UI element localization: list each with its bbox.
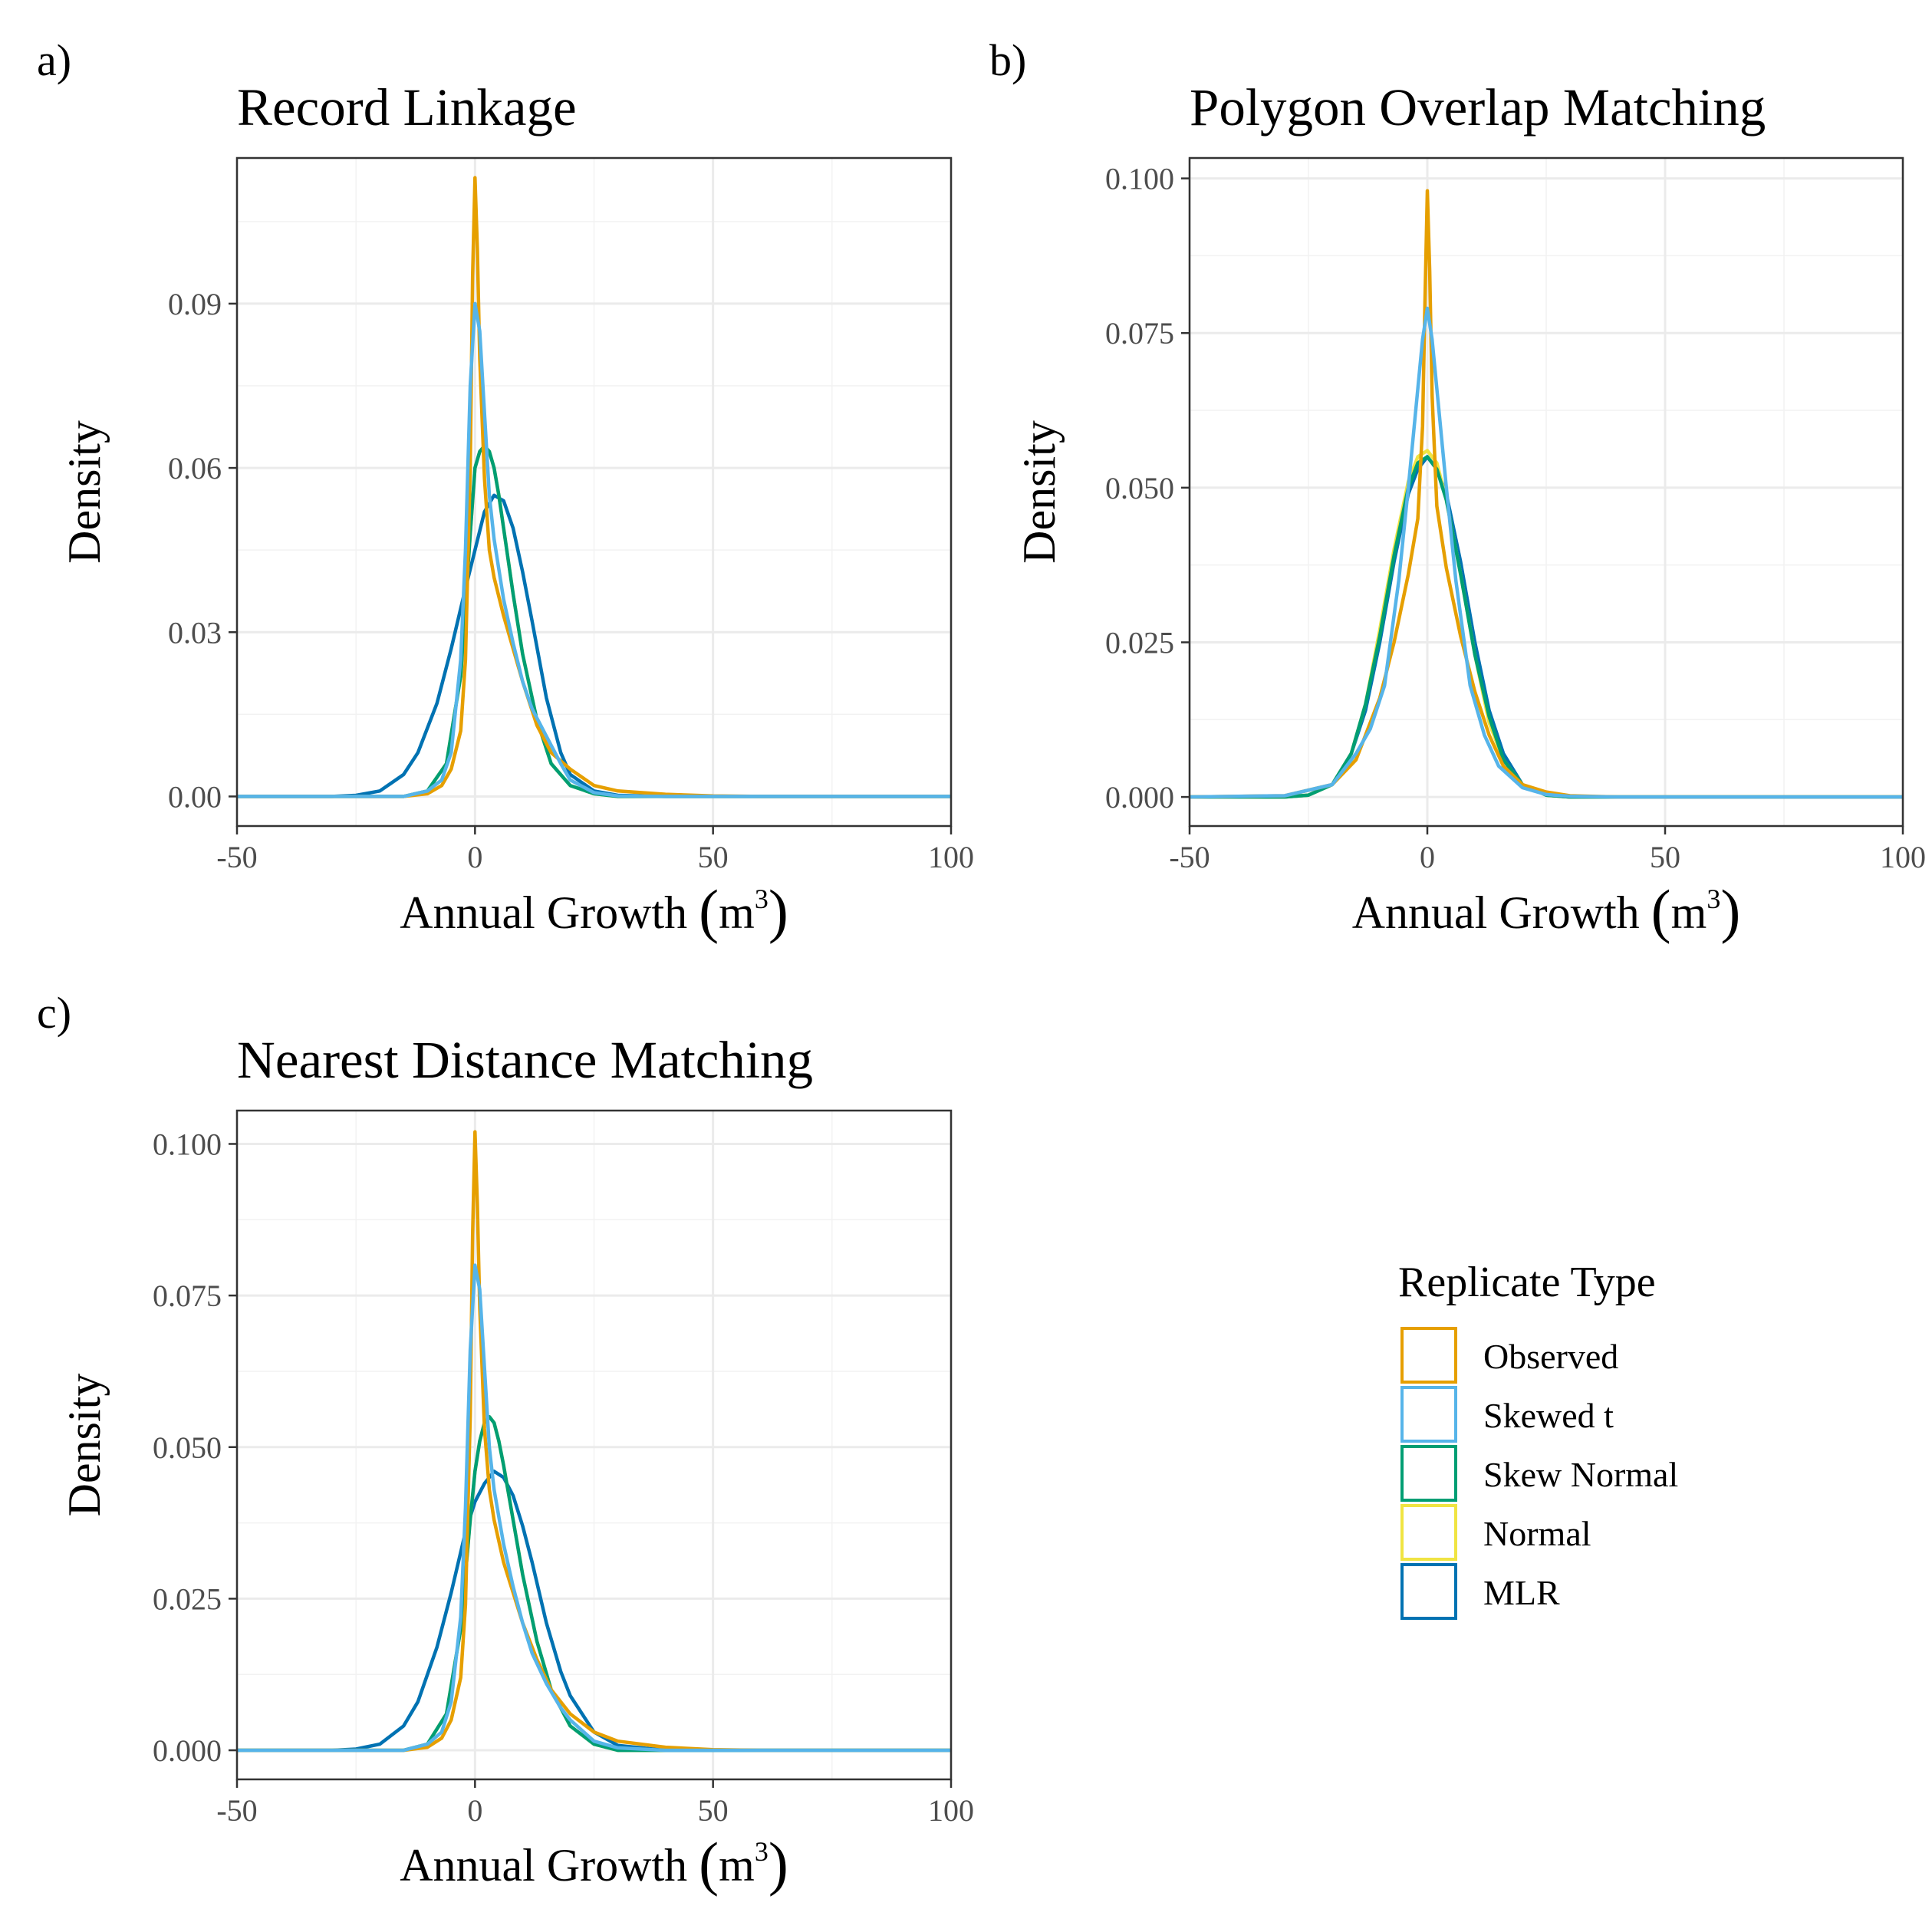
legend-key-skewed-t bbox=[1400, 1386, 1457, 1443]
x-tick-label: 50 bbox=[698, 840, 729, 874]
legend-title: Replicate Type bbox=[1398, 1259, 1656, 1306]
x-tick-label: -50 bbox=[216, 1793, 257, 1828]
y-axis-label: Density bbox=[1014, 420, 1065, 564]
x-tick-label: 50 bbox=[1650, 840, 1680, 874]
series-line-mlr bbox=[237, 493, 951, 798]
series-line-skewed-t bbox=[1189, 306, 1903, 799]
panel-title: Nearest Distance Matching bbox=[237, 1031, 813, 1089]
x-axis-label-unit: m bbox=[1671, 887, 1707, 938]
x-tick-label: -50 bbox=[1169, 840, 1210, 874]
series-line-observed bbox=[237, 1130, 951, 1753]
legend-item-skewed-t: Skewed t bbox=[1400, 1386, 1614, 1443]
panel-border bbox=[1188, 156, 1904, 828]
legend-label: Skewed t bbox=[1483, 1396, 1614, 1435]
panel-nearest-distance-matching: c) Nearest Distance Matching -50 0 50 100 0.00… bbox=[37, 988, 974, 1897]
legend-item-normal: Normal bbox=[1400, 1504, 1591, 1561]
legend-item-skew-normal: Skew Normal bbox=[1400, 1445, 1678, 1502]
legend-label: Observed bbox=[1483, 1337, 1618, 1376]
y-tick-label: 0.09 bbox=[168, 287, 222, 321]
x-axis-label-unit-exponent: 3 bbox=[755, 884, 769, 914]
y-tick-label: 0.025 bbox=[153, 1581, 222, 1616]
y-tick-label: 0.075 bbox=[1105, 316, 1174, 351]
y-tick-label: 0.00 bbox=[168, 779, 222, 814]
x-tick-label: 100 bbox=[928, 1793, 974, 1828]
x-tick-label: 0 bbox=[1420, 840, 1435, 874]
legend-item-observed: Observed bbox=[1400, 1327, 1618, 1384]
x-axis-label-unit: m bbox=[719, 1840, 755, 1891]
x-axis-label-open-paren: ( bbox=[699, 877, 719, 944]
x-axis-label-open-paren: ( bbox=[1651, 877, 1671, 944]
x-tick-label: 100 bbox=[1880, 840, 1926, 874]
panel-title: Record Linkage bbox=[237, 78, 577, 137]
series-line-observed bbox=[237, 176, 951, 798]
x-axis-label-text: Annual Growth bbox=[400, 1840, 699, 1891]
x-axis-label-close-paren: ) bbox=[769, 1830, 788, 1897]
x-tick-label: -50 bbox=[216, 840, 257, 874]
y-axis-label: Density bbox=[59, 1374, 110, 1517]
series-line-skewed-t bbox=[237, 301, 951, 798]
x-tick-label: 0 bbox=[467, 1793, 482, 1828]
legend-key-normal bbox=[1400, 1504, 1457, 1561]
legend-key-mlr bbox=[1400, 1563, 1457, 1620]
legend: Replicate Type Observed Skewed t Skew Norma… bbox=[1398, 1259, 1678, 1620]
x-axis-label: Annual Growth (m3) bbox=[400, 877, 788, 944]
x-axis-label-unit-exponent: 3 bbox=[755, 1836, 769, 1867]
y-tick-label: 0.000 bbox=[1105, 780, 1174, 815]
x-axis-label: Annual Growth (m3) bbox=[1352, 877, 1741, 944]
y-tick-label: 0.050 bbox=[153, 1430, 222, 1465]
legend-label: MLR bbox=[1483, 1573, 1560, 1612]
y-tick-label: 0.075 bbox=[153, 1279, 222, 1313]
series-line-skewed-t bbox=[237, 1263, 951, 1753]
panel-tag: c) bbox=[37, 988, 71, 1038]
y-axis-label: Density bbox=[59, 420, 110, 564]
y-tick-label: 0.000 bbox=[153, 1733, 222, 1768]
panel-border bbox=[235, 1109, 953, 1781]
y-tick-label: 0.100 bbox=[1105, 162, 1174, 196]
panel-record-linkage: a) Record Linkage -50 0 50 100 0.00 0.03 0.06 0.0… bbox=[37, 35, 974, 944]
y-tick-label: 0.100 bbox=[153, 1127, 222, 1161]
panel-title: Polygon Overlap Matching bbox=[1190, 78, 1766, 137]
panel-tag: b) bbox=[989, 35, 1026, 85]
panel-tag: a) bbox=[37, 35, 71, 85]
y-tick-label: 0.03 bbox=[168, 615, 222, 650]
legend-label: Normal bbox=[1483, 1514, 1591, 1553]
x-axis-label-unit: m bbox=[719, 887, 755, 938]
panel-border bbox=[235, 156, 953, 828]
x-axis-label-open-paren: ( bbox=[699, 1830, 719, 1897]
panel-polygon-overlap-matching: b) Polygon Overlap Matching -50 0 50 100 0.000… bbox=[989, 35, 1926, 944]
x-axis-label: Annual Growth (m3) bbox=[400, 1830, 788, 1897]
x-tick-label: 0 bbox=[467, 840, 482, 874]
legend-label: Skew Normal bbox=[1483, 1455, 1678, 1494]
series-line-mlr bbox=[237, 1470, 951, 1753]
x-axis-label-text: Annual Growth bbox=[400, 887, 699, 938]
x-axis-label-text: Annual Growth bbox=[1352, 887, 1651, 938]
x-axis-label-close-paren: ) bbox=[769, 877, 788, 944]
x-tick-label: 50 bbox=[698, 1793, 729, 1828]
legend-key-skew-normal bbox=[1400, 1445, 1457, 1502]
y-tick-label: 0.06 bbox=[168, 451, 222, 485]
y-tick-label: 0.050 bbox=[1105, 471, 1174, 505]
x-tick-label: 100 bbox=[928, 840, 974, 874]
x-axis-label-unit-exponent: 3 bbox=[1707, 884, 1720, 914]
legend-item-mlr: MLR bbox=[1400, 1563, 1560, 1620]
y-tick-label: 0.025 bbox=[1105, 625, 1174, 660]
x-axis-label-close-paren: ) bbox=[1720, 877, 1740, 944]
legend-key-observed bbox=[1400, 1327, 1457, 1384]
